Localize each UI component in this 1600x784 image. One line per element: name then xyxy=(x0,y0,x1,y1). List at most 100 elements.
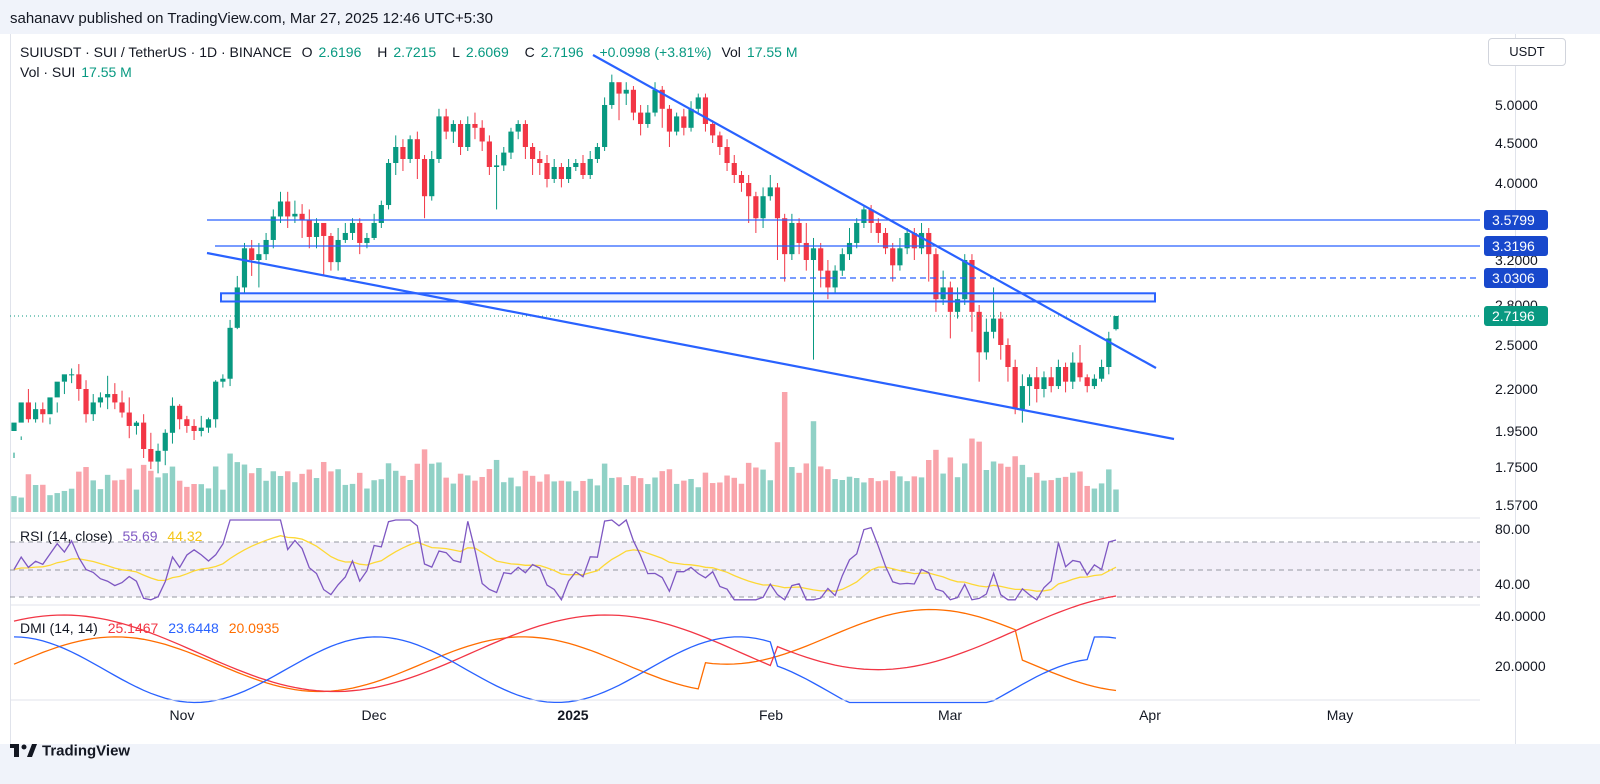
volume-bar xyxy=(11,496,17,512)
candle xyxy=(666,105,673,147)
candle-body xyxy=(976,311,982,353)
candle-body xyxy=(33,409,39,420)
volume-bar xyxy=(421,449,428,512)
candle-body xyxy=(486,141,492,167)
candle-body xyxy=(1113,315,1119,330)
dmi-legend: DMI (14, 14) 25.1467 23.6448 20.0935 xyxy=(20,620,279,636)
volume-bar xyxy=(940,473,946,512)
volume-bar xyxy=(1041,480,1047,512)
candle xyxy=(681,108,687,136)
volume-bar xyxy=(508,477,514,512)
candle xyxy=(299,204,305,238)
volume-bar xyxy=(681,480,687,512)
candle xyxy=(414,131,420,179)
candle-body xyxy=(911,232,917,249)
candle-body xyxy=(1106,338,1112,367)
candle-body xyxy=(457,124,464,147)
candle-body xyxy=(313,222,320,237)
volume-bar xyxy=(889,471,896,512)
candle xyxy=(803,222,809,271)
price-label-tag: 3.0306 xyxy=(1484,268,1548,288)
candle xyxy=(213,380,219,428)
candle-body xyxy=(753,196,759,219)
candle xyxy=(205,417,212,433)
candle xyxy=(882,227,889,255)
candle-body xyxy=(213,381,219,420)
volume-bar xyxy=(385,463,392,512)
candle xyxy=(717,131,723,155)
candle-body xyxy=(947,287,953,312)
candle-body xyxy=(839,254,845,271)
volume-bar xyxy=(256,468,262,512)
volume-bar xyxy=(227,453,233,512)
volume-bar xyxy=(911,476,918,512)
volume-bar xyxy=(40,484,46,512)
candle-body xyxy=(861,209,867,223)
candle xyxy=(177,404,183,430)
candle-body xyxy=(450,124,456,132)
price-label-text: 3.3196 xyxy=(1492,238,1535,254)
candle xyxy=(998,311,1004,360)
candle xyxy=(83,380,89,423)
candle xyxy=(1005,338,1011,382)
volume-bar xyxy=(356,472,363,512)
candle-body xyxy=(393,147,399,163)
volume-bar xyxy=(472,480,478,512)
candle xyxy=(501,147,507,171)
candle xyxy=(1019,374,1025,423)
chart-frame[interactable] xyxy=(10,34,1516,745)
volume-bar xyxy=(205,488,212,512)
candle xyxy=(1070,352,1076,389)
tradingview-logo[interactable]: TradingView xyxy=(10,742,130,760)
candle-body xyxy=(659,89,665,109)
candle xyxy=(1084,374,1090,393)
candle-body xyxy=(11,422,17,431)
candle-body xyxy=(1070,362,1076,382)
volume-bar xyxy=(702,472,709,512)
volume-bar xyxy=(796,472,802,512)
price-tick-label: 2.5000 xyxy=(1495,337,1538,353)
volume-bar xyxy=(284,471,291,512)
volume-bar xyxy=(1106,469,1112,512)
candle-body xyxy=(573,163,579,167)
symbol-name[interactable]: SUIUSDT · SUI / TetherUS · 1D · BINANCE xyxy=(20,44,292,60)
volume-bar xyxy=(724,475,730,512)
volume-bar xyxy=(169,466,176,512)
volume-bar xyxy=(292,482,298,512)
low-value: 2.6069 xyxy=(465,44,509,60)
candle-body xyxy=(61,374,68,382)
candle xyxy=(695,93,701,113)
volume-bar xyxy=(839,480,846,512)
candles xyxy=(11,74,1119,474)
volume-bar xyxy=(90,480,96,512)
currency-button[interactable]: USDT xyxy=(1488,38,1566,66)
candle-body xyxy=(558,167,564,179)
candle xyxy=(69,368,75,384)
candle xyxy=(731,155,737,183)
candle-body xyxy=(1055,367,1061,387)
volume-bar xyxy=(429,463,435,512)
candle-body xyxy=(69,374,75,376)
candle-body xyxy=(515,124,521,132)
candle-body xyxy=(349,222,356,233)
candle-body xyxy=(400,147,406,159)
volume-bar xyxy=(104,474,111,512)
candle xyxy=(141,414,147,458)
candle-body xyxy=(962,260,968,300)
time-axis-label: Apr xyxy=(1139,707,1161,723)
candle xyxy=(191,419,197,440)
volume-bar xyxy=(1026,477,1033,512)
candle xyxy=(335,227,341,271)
volume-bar xyxy=(544,474,550,512)
candle-body xyxy=(609,82,615,105)
candle xyxy=(782,213,788,282)
volume-bar xyxy=(112,480,118,512)
candle-body xyxy=(40,409,46,415)
price-label-bg xyxy=(1484,210,1548,230)
candle-body xyxy=(969,260,975,312)
candle xyxy=(522,120,528,159)
candle xyxy=(33,402,39,423)
candle-body xyxy=(249,248,255,260)
candle xyxy=(1048,367,1054,393)
